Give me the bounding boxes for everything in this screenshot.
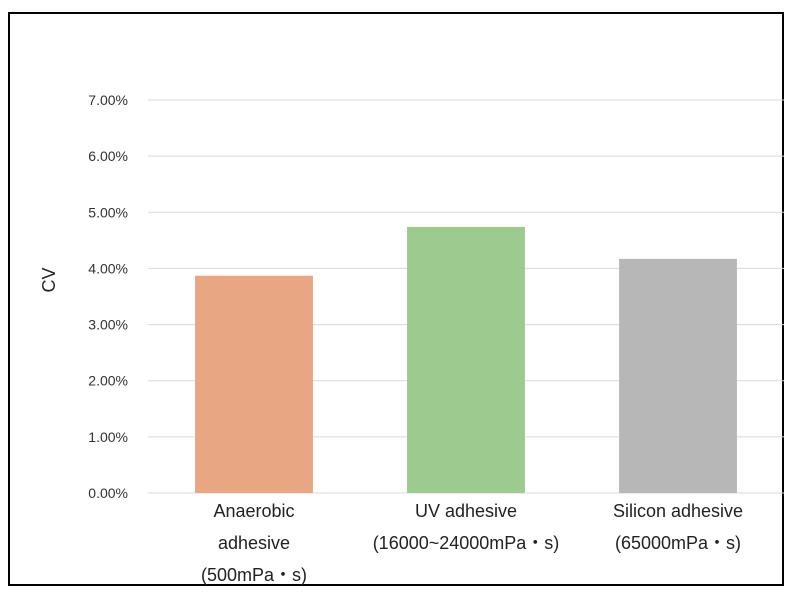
y-tick-label: 1.00% xyxy=(88,429,128,445)
x-category-label: (65000mPa・s) xyxy=(615,533,741,553)
y-axis-title: CV xyxy=(39,267,59,292)
y-tick-label: 5.00% xyxy=(88,204,128,220)
x-category-label: adhesive xyxy=(218,533,290,553)
y-tick-label: 6.00% xyxy=(88,148,128,164)
x-category-label: (500mPa・s) xyxy=(201,565,307,585)
y-tick-label: 2.00% xyxy=(88,373,128,389)
bar xyxy=(407,226,525,493)
y-tick-label: 7.00% xyxy=(88,92,128,108)
x-category-label: Silicon adhesive xyxy=(613,501,743,521)
bars xyxy=(195,226,737,493)
bar xyxy=(619,258,737,493)
y-tick-label: 0.00% xyxy=(88,485,128,501)
bar xyxy=(195,275,313,493)
y-tick-labels: 0.00% 1.00% 2.00% 3.00% 4.00% 5.00% 6.00% 7.00% xyxy=(88,92,128,501)
y-tick-label: 4.00% xyxy=(88,260,128,276)
x-category-labels: Anaerobic adhesive (500mPa・s) UV adhesive (1… xyxy=(201,501,743,585)
x-category-label: UV adhesive xyxy=(415,501,517,521)
y-tick-label: 3.00% xyxy=(88,317,128,333)
x-category-label: (16000~24000mPa・s) xyxy=(373,533,560,553)
x-category-label: Anaerobic xyxy=(213,501,294,521)
